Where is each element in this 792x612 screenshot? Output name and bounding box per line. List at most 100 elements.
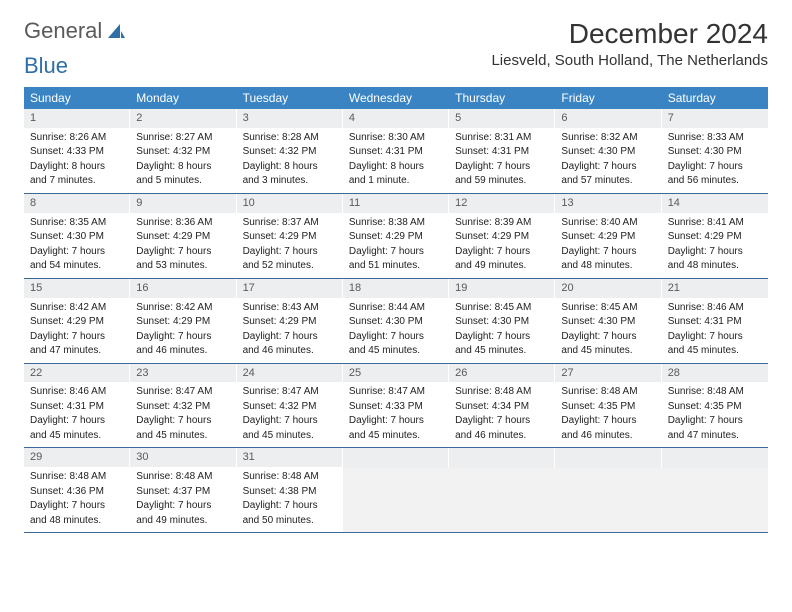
detail-line: and 5 minutes.	[136, 174, 230, 188]
detail-line: Sunset: 4:29 PM	[243, 315, 337, 329]
detail-line: Daylight: 7 hours	[561, 330, 655, 344]
detail-line: Sunset: 4:33 PM	[30, 145, 124, 159]
detail-line: Daylight: 7 hours	[668, 414, 762, 428]
day-cell: 28Sunrise: 8:48 AMSunset: 4:35 PMDayligh…	[662, 364, 768, 448]
detail-line: Sunrise: 8:32 AM	[561, 131, 655, 145]
day-number: 31	[237, 448, 343, 467]
detail-line: Sunset: 4:29 PM	[136, 230, 230, 244]
detail-line: Sunrise: 8:40 AM	[561, 216, 655, 230]
day-cell: 16Sunrise: 8:42 AMSunset: 4:29 PMDayligh…	[130, 279, 236, 363]
empty-cell	[555, 448, 661, 532]
detail-line: and 54 minutes.	[30, 259, 124, 273]
empty-daynum	[555, 448, 661, 468]
detail-line: Sunset: 4:32 PM	[243, 400, 337, 414]
detail-line: and 46 minutes.	[243, 344, 337, 358]
detail-line: Sunrise: 8:39 AM	[455, 216, 549, 230]
detail-line: Sunrise: 8:42 AM	[30, 301, 124, 315]
detail-line: Sunset: 4:31 PM	[349, 145, 443, 159]
calendar-page: General December 2024 Liesveld, South Ho…	[0, 0, 792, 551]
day-cell: 18Sunrise: 8:44 AMSunset: 4:30 PMDayligh…	[343, 279, 449, 363]
day-details: Sunrise: 8:40 AMSunset: 4:29 PMDaylight:…	[555, 213, 661, 273]
day-cell: 20Sunrise: 8:45 AMSunset: 4:30 PMDayligh…	[555, 279, 661, 363]
detail-line: Sunrise: 8:46 AM	[668, 301, 762, 315]
day-details: Sunrise: 8:47 AMSunset: 4:32 PMDaylight:…	[237, 382, 343, 442]
detail-line: Sunset: 4:35 PM	[668, 400, 762, 414]
day-details: Sunrise: 8:47 AMSunset: 4:33 PMDaylight:…	[343, 382, 449, 442]
detail-line: and 45 minutes.	[136, 429, 230, 443]
day-details: Sunrise: 8:48 AMSunset: 4:36 PMDaylight:…	[24, 467, 130, 527]
detail-line: and 7 minutes.	[30, 174, 124, 188]
detail-line: Daylight: 8 hours	[30, 160, 124, 174]
detail-line: Daylight: 7 hours	[136, 414, 230, 428]
day-cell: 23Sunrise: 8:47 AMSunset: 4:32 PMDayligh…	[130, 364, 236, 448]
day-details: Sunrise: 8:38 AMSunset: 4:29 PMDaylight:…	[343, 213, 449, 273]
day-number: 17	[237, 279, 343, 298]
day-details: Sunrise: 8:35 AMSunset: 4:30 PMDaylight:…	[24, 213, 130, 273]
detail-line: Sunrise: 8:44 AM	[349, 301, 443, 315]
detail-line: Sunset: 4:29 PM	[30, 315, 124, 329]
day-details: Sunrise: 8:42 AMSunset: 4:29 PMDaylight:…	[24, 298, 130, 358]
detail-line: Daylight: 7 hours	[455, 245, 549, 259]
detail-line: and 59 minutes.	[455, 174, 549, 188]
day-cell: 8Sunrise: 8:35 AMSunset: 4:30 PMDaylight…	[24, 194, 130, 278]
detail-line: and 45 minutes.	[561, 344, 655, 358]
day-cell: 3Sunrise: 8:28 AMSunset: 4:32 PMDaylight…	[237, 109, 343, 193]
day-details: Sunrise: 8:39 AMSunset: 4:29 PMDaylight:…	[449, 213, 555, 273]
day-details: Sunrise: 8:26 AMSunset: 4:33 PMDaylight:…	[24, 128, 130, 188]
day-cell: 14Sunrise: 8:41 AMSunset: 4:29 PMDayligh…	[662, 194, 768, 278]
day-details: Sunrise: 8:44 AMSunset: 4:30 PMDaylight:…	[343, 298, 449, 358]
detail-line: Daylight: 7 hours	[243, 499, 337, 513]
detail-line: and 45 minutes.	[349, 429, 443, 443]
detail-line: Daylight: 8 hours	[136, 160, 230, 174]
day-details: Sunrise: 8:45 AMSunset: 4:30 PMDaylight:…	[449, 298, 555, 358]
detail-line: Sunrise: 8:47 AM	[349, 385, 443, 399]
detail-line: Daylight: 7 hours	[455, 160, 549, 174]
detail-line: Sunrise: 8:47 AM	[243, 385, 337, 399]
detail-line: Sunset: 4:35 PM	[561, 400, 655, 414]
detail-line: Sunrise: 8:31 AM	[455, 131, 549, 145]
detail-line: and 48 minutes.	[668, 259, 762, 273]
day-details: Sunrise: 8:42 AMSunset: 4:29 PMDaylight:…	[130, 298, 236, 358]
detail-line: and 45 minutes.	[349, 344, 443, 358]
detail-line: Sunrise: 8:48 AM	[561, 385, 655, 399]
detail-line: Sunset: 4:32 PM	[243, 145, 337, 159]
detail-line: Daylight: 7 hours	[668, 330, 762, 344]
day-number: 15	[24, 279, 130, 298]
detail-line: Sunrise: 8:36 AM	[136, 216, 230, 230]
calendar: SundayMondayTuesdayWednesdayThursdayFrid…	[24, 87, 768, 533]
day-details: Sunrise: 8:43 AMSunset: 4:29 PMDaylight:…	[237, 298, 343, 358]
detail-line: and 53 minutes.	[136, 259, 230, 273]
day-number: 9	[130, 194, 236, 213]
detail-line: and 45 minutes.	[455, 344, 549, 358]
day-number: 25	[343, 364, 449, 383]
detail-line: Sunset: 4:33 PM	[349, 400, 443, 414]
detail-line: Sunset: 4:30 PM	[561, 145, 655, 159]
day-cell: 6Sunrise: 8:32 AMSunset: 4:30 PMDaylight…	[555, 109, 661, 193]
detail-line: Daylight: 7 hours	[349, 414, 443, 428]
day-cell: 30Sunrise: 8:48 AMSunset: 4:37 PMDayligh…	[130, 448, 236, 532]
detail-line: Daylight: 7 hours	[668, 245, 762, 259]
day-details: Sunrise: 8:48 AMSunset: 4:35 PMDaylight:…	[662, 382, 768, 442]
detail-line: Daylight: 7 hours	[136, 245, 230, 259]
detail-line: Sunset: 4:32 PM	[136, 400, 230, 414]
detail-line: and 46 minutes.	[561, 429, 655, 443]
detail-line: and 56 minutes.	[668, 174, 762, 188]
detail-line: Sunrise: 8:48 AM	[136, 470, 230, 484]
day-number: 6	[555, 109, 661, 128]
day-number: 21	[662, 279, 768, 298]
day-details: Sunrise: 8:48 AMSunset: 4:37 PMDaylight:…	[130, 467, 236, 527]
day-details: Sunrise: 8:31 AMSunset: 4:31 PMDaylight:…	[449, 128, 555, 188]
day-cell: 15Sunrise: 8:42 AMSunset: 4:29 PMDayligh…	[24, 279, 130, 363]
day-cell: 1Sunrise: 8:26 AMSunset: 4:33 PMDaylight…	[24, 109, 130, 193]
day-cell: 25Sunrise: 8:47 AMSunset: 4:33 PMDayligh…	[343, 364, 449, 448]
day-cell: 5Sunrise: 8:31 AMSunset: 4:31 PMDaylight…	[449, 109, 555, 193]
detail-line: Sunset: 4:29 PM	[561, 230, 655, 244]
detail-line: Sunrise: 8:37 AM	[243, 216, 337, 230]
detail-line: Daylight: 7 hours	[30, 245, 124, 259]
detail-line: Sunset: 4:29 PM	[455, 230, 549, 244]
day-number: 20	[555, 279, 661, 298]
detail-line: Daylight: 7 hours	[455, 330, 549, 344]
day-cell: 19Sunrise: 8:45 AMSunset: 4:30 PMDayligh…	[449, 279, 555, 363]
detail-line: and 46 minutes.	[455, 429, 549, 443]
day-details: Sunrise: 8:30 AMSunset: 4:31 PMDaylight:…	[343, 128, 449, 188]
